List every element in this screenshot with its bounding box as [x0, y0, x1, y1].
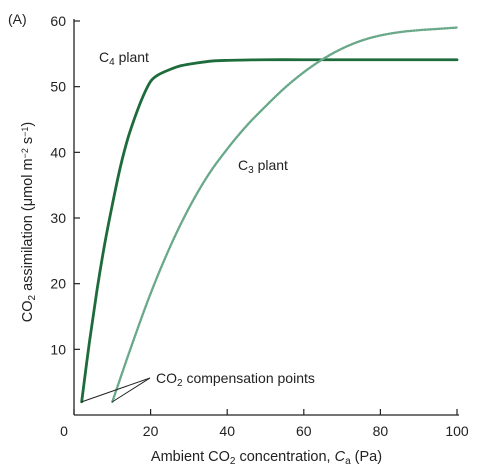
annotation-leader-1: [112, 377, 151, 403]
text-part: C: [99, 49, 109, 65]
x-tick-label: 60: [296, 423, 312, 439]
text-part: −1: [20, 127, 30, 137]
labels-layer: Ambient CO2 concentration, Ca (Pa)CO2 as…: [20, 49, 382, 467]
annotation-label: CO2 compensation points: [156, 370, 315, 389]
x-axis-title: Ambient CO2 concentration, Ca (Pa): [151, 449, 382, 467]
x-tick-label: 80: [373, 423, 389, 439]
series-label-1: C3 plant: [238, 157, 288, 176]
text-part: a: [345, 456, 351, 467]
series-label-0: C4 plant: [99, 49, 149, 68]
text-part: compensation points: [183, 370, 315, 386]
text-part: Ambient CO: [151, 449, 230, 465]
text-part: C: [238, 157, 248, 173]
text-part: −2: [20, 148, 30, 158]
text-part: plant: [115, 49, 149, 65]
x-tick-label: 100: [445, 423, 469, 439]
series-line-1: [111, 26, 459, 404]
text-part: (Pa): [351, 449, 382, 465]
series-line-0: [80, 58, 459, 404]
y-tick-label: 10: [50, 341, 66, 357]
y-tick-label: 50: [50, 79, 66, 95]
text-part: 2: [177, 378, 183, 389]
y-tick-label: 20: [50, 276, 66, 292]
annotation-layer: CO2 compensation points: [81, 370, 315, 403]
y-tick-label: 30: [50, 210, 66, 226]
x-tick-label: 20: [143, 423, 159, 439]
series-layer: [80, 26, 459, 404]
text-part: 3: [248, 165, 254, 176]
y-tick-label: 40: [50, 144, 66, 160]
panel-label: (A): [8, 11, 27, 27]
text-part: assimilation (μmol m: [20, 158, 36, 294]
text-part: CO: [20, 300, 36, 322]
text-part: C: [335, 449, 346, 465]
x-origin-label: 0: [60, 423, 68, 439]
y-axis-title: CO2 assimilation (μmol m−2 s−1): [20, 122, 38, 322]
text-part: plant: [254, 157, 288, 173]
annotation-leader-0: [81, 377, 151, 403]
axes: 20 40 60 80 100 0 10 20 30 40 50 60: [50, 13, 468, 439]
x-tick-label: 40: [219, 423, 235, 439]
text-part: 2: [27, 294, 38, 300]
text-part: ): [20, 122, 36, 127]
text-part: concentration,: [235, 449, 334, 465]
text-part: 2: [230, 456, 236, 467]
text-part: CO: [156, 370, 177, 386]
text-part: s: [20, 137, 36, 148]
text-part: 4: [109, 57, 115, 68]
y-tick-label: 60: [50, 13, 66, 29]
